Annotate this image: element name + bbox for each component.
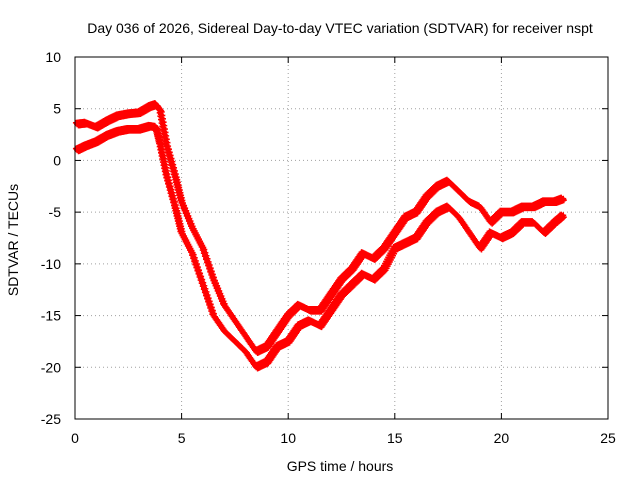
data-point bbox=[168, 193, 175, 200]
data-point bbox=[560, 212, 567, 219]
data-point bbox=[199, 247, 206, 254]
y-tick-label: -5 bbox=[49, 204, 62, 220]
data-point bbox=[165, 180, 172, 187]
data-point bbox=[167, 159, 174, 166]
data-point bbox=[205, 262, 212, 269]
data-point bbox=[166, 187, 173, 194]
data-point bbox=[165, 149, 172, 156]
data-point bbox=[202, 292, 209, 299]
y-tick-label: -20 bbox=[41, 359, 61, 375]
data-point bbox=[204, 259, 211, 266]
data-point bbox=[193, 264, 200, 271]
data-point bbox=[206, 265, 213, 272]
data-point bbox=[189, 252, 196, 259]
data-point bbox=[163, 174, 170, 181]
data-point bbox=[188, 249, 195, 256]
data-point bbox=[200, 250, 207, 257]
data-point bbox=[208, 271, 215, 278]
data-point bbox=[170, 199, 177, 206]
data-point bbox=[208, 308, 215, 315]
data-point bbox=[205, 298, 212, 305]
data-point bbox=[196, 273, 203, 280]
y-tick-label: -10 bbox=[41, 256, 61, 272]
data-point bbox=[198, 243, 205, 250]
plot-frame bbox=[74, 56, 609, 420]
data-point bbox=[194, 267, 201, 274]
data-point bbox=[170, 168, 177, 175]
data-point bbox=[169, 165, 176, 172]
data-point bbox=[198, 280, 205, 287]
data-point bbox=[206, 301, 213, 308]
x-tick-label: 25 bbox=[600, 430, 616, 446]
data-point bbox=[202, 256, 209, 263]
x-tick-label: 10 bbox=[280, 430, 296, 446]
data-point bbox=[168, 162, 175, 169]
x-tick-label: 15 bbox=[387, 430, 403, 446]
data-point bbox=[207, 304, 214, 311]
y-tick-label: -25 bbox=[41, 411, 61, 427]
data-point bbox=[165, 152, 172, 159]
series-track-upper bbox=[72, 100, 567, 356]
data-point bbox=[190, 255, 197, 262]
y-tick-label: 10 bbox=[45, 49, 61, 65]
data-point bbox=[162, 171, 169, 178]
x-axis-label: GPS time / hours bbox=[287, 458, 394, 474]
data-point bbox=[166, 156, 173, 163]
y-axis-label: SDTVAR / TECUs bbox=[5, 184, 21, 296]
data-point bbox=[201, 253, 208, 260]
chart-title: Day 036 of 2026, Sidereal Day-to-day VTE… bbox=[87, 20, 593, 36]
data-point bbox=[167, 190, 174, 197]
x-tick-label: 20 bbox=[494, 430, 510, 446]
data-point bbox=[169, 196, 176, 203]
x-tick-label: 0 bbox=[71, 430, 79, 446]
data-point bbox=[164, 177, 171, 184]
data-point bbox=[191, 258, 198, 265]
y-tick-label: 0 bbox=[53, 152, 61, 168]
data-point bbox=[200, 286, 207, 293]
data-point bbox=[197, 277, 204, 284]
data-point bbox=[560, 195, 567, 202]
data-point bbox=[199, 283, 206, 290]
data-points bbox=[72, 100, 567, 372]
data-point bbox=[192, 261, 199, 268]
data-point bbox=[201, 289, 208, 296]
series-track-lower bbox=[72, 121, 567, 372]
y-tick-label: 5 bbox=[53, 101, 61, 117]
data-point bbox=[204, 295, 211, 302]
data-point bbox=[165, 183, 172, 190]
axis-ticks: 0 5 10 15 20 25 -25 -20 -15 -10 -5 0 5 10 bbox=[41, 49, 616, 446]
data-point bbox=[207, 268, 214, 275]
data-point bbox=[195, 270, 202, 277]
x-tick-label: 5 bbox=[178, 430, 186, 446]
y-tick-label: -15 bbox=[41, 308, 61, 324]
data-point bbox=[162, 140, 169, 147]
